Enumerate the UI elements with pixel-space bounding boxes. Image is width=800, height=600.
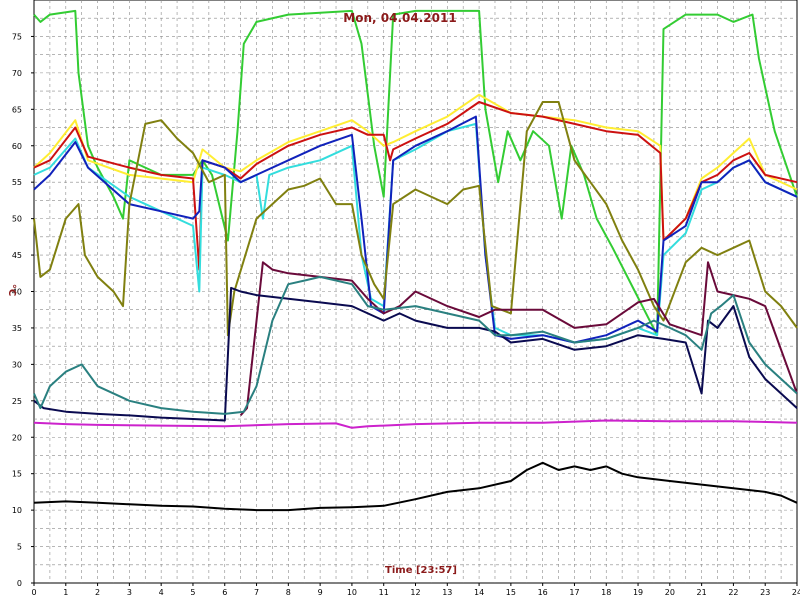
x-tick-label: 23 xyxy=(760,588,770,597)
x-tick-label: 11 xyxy=(379,588,389,597)
y-tick-label: 15 xyxy=(12,470,22,479)
chart-title: Mon, 04.04.2011 xyxy=(343,11,456,25)
x-tick-label: 19 xyxy=(633,588,643,597)
grid-lines xyxy=(34,0,797,583)
x-tick-label: 21 xyxy=(697,588,707,597)
y-tick-label: 75 xyxy=(12,32,22,41)
series-line-6 xyxy=(33,101,798,337)
x-tick-labels: 0 1 2 3 4 5 6 7 8 9 10 11 12 13 14 15 16 17 18 19 20 21 22 23 24 xyxy=(31,583,800,597)
x-tick-label: 15 xyxy=(506,588,516,597)
y-tick-label: 45 xyxy=(12,251,22,260)
x-tick-label: 9 xyxy=(318,588,323,597)
x-tick-label: 8 xyxy=(286,588,291,597)
x-axis-label: Time [23:57] xyxy=(385,565,457,576)
x-tick-label: 0 xyxy=(31,588,36,597)
x-tick-label: 20 xyxy=(665,588,675,597)
x-tick-label: 24 xyxy=(792,588,800,597)
y-tick-label: 20 xyxy=(12,433,22,442)
x-tick-label: 4 xyxy=(159,588,164,597)
series-line-11 xyxy=(33,461,798,512)
y-tick-labels: 0 5 10 15 20 25 30 35 40 45 50 55 60 65 70 75 xyxy=(12,32,34,588)
y-tick-label: 60 xyxy=(12,142,22,151)
series-line-5 xyxy=(33,115,798,344)
series-line-7 xyxy=(239,261,798,417)
x-tick-label: 13 xyxy=(442,588,452,597)
x-tick-label: 14 xyxy=(474,588,484,597)
y-tick-label: 70 xyxy=(12,69,22,78)
x-tick-label: 16 xyxy=(538,588,548,597)
y-tick-label: 35 xyxy=(12,324,22,333)
x-tick-label: 3 xyxy=(127,588,132,597)
y-tick-label: 25 xyxy=(12,397,22,406)
series-line-10 xyxy=(33,419,798,429)
x-tick-label: 18 xyxy=(601,588,611,597)
y-tick-label: 10 xyxy=(12,506,22,515)
x-tick-label: 10 xyxy=(347,588,357,597)
x-tick-label: 12 xyxy=(410,588,420,597)
x-tick-label: 5 xyxy=(190,588,195,597)
x-tick-label: 7 xyxy=(254,588,259,597)
y-tick-label: 55 xyxy=(12,178,22,187)
y-tick-label: 50 xyxy=(12,215,22,224)
y-tick-label: 30 xyxy=(12,360,22,369)
x-tick-label: 6 xyxy=(222,588,227,597)
y-tick-label: 0 xyxy=(17,579,22,588)
series-line-9 xyxy=(33,275,798,415)
series-line-1 xyxy=(33,9,798,337)
x-tick-label: 17 xyxy=(569,588,579,597)
x-tick-label: 2 xyxy=(95,588,100,597)
series-line-8 xyxy=(33,286,798,422)
series-line-3 xyxy=(33,101,798,271)
series-group xyxy=(33,9,798,512)
y-tick-label: 5 xyxy=(17,543,22,552)
x-tick-label: 1 xyxy=(63,588,68,597)
y-tick-label: 65 xyxy=(12,105,22,114)
x-tick-label: 22 xyxy=(728,588,738,597)
y-tick-label: 40 xyxy=(12,288,22,297)
y-axis-label: °C xyxy=(6,284,17,296)
